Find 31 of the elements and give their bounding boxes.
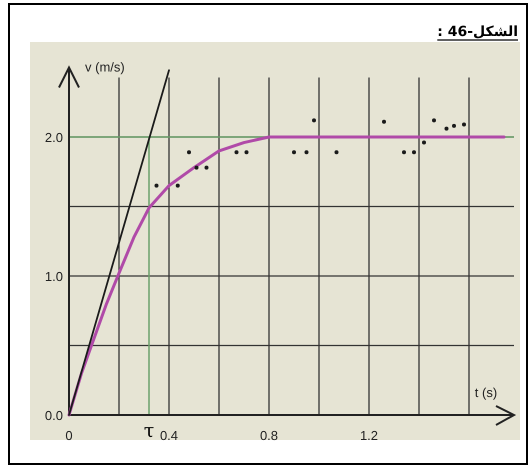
x-tick-label: 1.2 [360, 428, 378, 443]
point [334, 150, 338, 154]
point [204, 166, 208, 170]
point [432, 118, 436, 122]
point [154, 184, 158, 188]
point [292, 150, 296, 154]
point [422, 140, 426, 145]
x-tick-label: 0.8 [260, 428, 278, 443]
point [462, 122, 466, 126]
point [382, 120, 386, 124]
y-axis-title: v (m/s) [85, 60, 125, 74]
x-tick-label: 0.4 [160, 428, 178, 443]
y-tick-label: 1.0 [44, 269, 63, 284]
point [452, 124, 456, 128]
point [402, 150, 406, 154]
plot: 0 τ 0.4 0.8 1.2 0.0 1.0 2.0 t (s) v (m/s) [44, 60, 516, 443]
ref-line-label: τ [144, 420, 154, 442]
chart-title: الشكل-46 : [437, 24, 518, 40]
point [187, 150, 191, 154]
point [304, 150, 308, 154]
point [234, 150, 238, 154]
point [244, 150, 248, 154]
x-axis-title: t (s) [474, 385, 498, 400]
point [444, 126, 448, 131]
x-tick-label: 0 [65, 428, 73, 443]
point [412, 150, 416, 154]
point [194, 166, 198, 170]
y-tick-label: 0.0 [44, 408, 63, 423]
point [176, 184, 180, 188]
point [312, 118, 316, 122]
y-tick-label: 2.0 [44, 130, 63, 145]
